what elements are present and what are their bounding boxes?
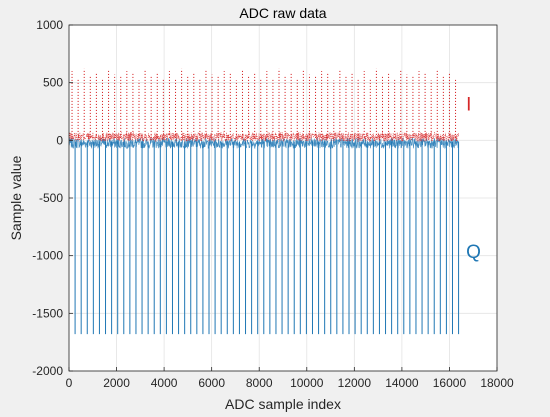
y-tick-label: -1500: [32, 306, 63, 320]
q-spikes: [74, 141, 460, 335]
y-tick-label: -500: [39, 191, 63, 205]
y-tick-label: 0: [56, 133, 63, 147]
x-tick-label: 6000: [198, 376, 225, 390]
x-tick-label: 8000: [246, 376, 273, 390]
i-spikes: [71, 68, 457, 139]
x-tick-label: 16000: [433, 376, 467, 390]
y-tick-label: 1000: [36, 18, 63, 32]
annotation-i: I: [466, 94, 471, 115]
y-tick-label: 500: [43, 76, 63, 90]
x-tick-label: 0: [66, 376, 73, 390]
i-noise-band: [68, 131, 459, 143]
y-tick-label: -1000: [32, 249, 63, 263]
x-tick-label: 14000: [385, 376, 419, 390]
y-axis-label: Sample value: [8, 155, 24, 240]
x-axis-label: ADC sample index: [225, 396, 341, 412]
x-tick-label: 18000: [480, 376, 514, 390]
x-tick-label: 12000: [338, 376, 372, 390]
y-tick-label: -2000: [32, 364, 63, 378]
annotation-q: Q: [466, 242, 481, 263]
chart-title: ADC raw data: [239, 5, 326, 21]
x-tick-label: 2000: [103, 376, 130, 390]
x-tick-label: 4000: [151, 376, 178, 390]
annotations: IQ: [466, 94, 481, 263]
data-series: [68, 68, 460, 335]
x-tick-label: 10000: [290, 376, 324, 390]
axis-ticks: 0 2000 4000 6000 8000 10000 12000 14000 16000 180…: [32, 18, 514, 390]
